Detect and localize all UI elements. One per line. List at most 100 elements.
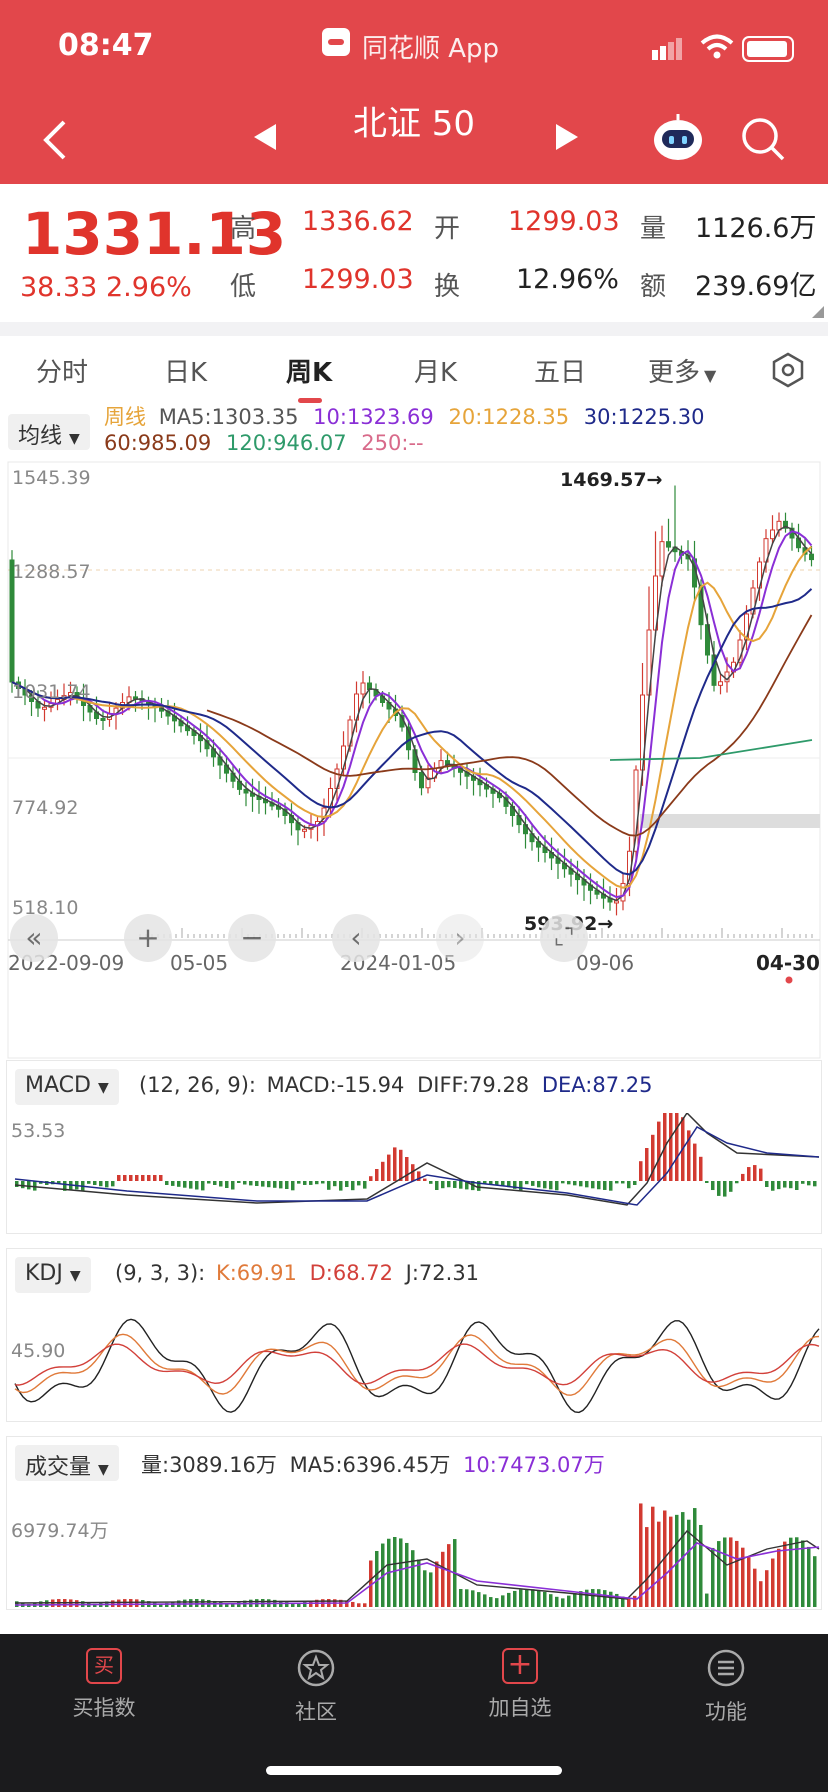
kdj-params: (9, 3, 3):	[115, 1261, 206, 1285]
fullscreen-button[interactable]: ⌞⌝	[540, 914, 588, 962]
scroll-right-button[interactable]: ›	[436, 914, 484, 962]
tab-daily-k[interactable]: 日K	[164, 358, 208, 388]
community-button[interactable]: 社区	[236, 1634, 396, 1726]
macd-selector[interactable]: MACD ▼	[15, 1069, 119, 1105]
macd-bar	[135, 1175, 139, 1181]
macd-bar	[393, 1147, 397, 1181]
tab-intraday[interactable]: 分时	[36, 358, 89, 388]
search-icon[interactable]	[740, 116, 786, 162]
functions-button[interactable]: 功能	[646, 1634, 806, 1726]
volume-label: 量	[640, 214, 667, 244]
volume-selector[interactable]: 成交量 ▼	[15, 1445, 119, 1481]
zoom-out-button[interactable]: −	[228, 914, 276, 962]
macd-bar	[429, 1181, 433, 1184]
ma10-value: 10:1323.69	[313, 405, 434, 429]
volume-bar	[369, 1560, 373, 1607]
volume-bar	[411, 1550, 415, 1607]
macd-bar	[21, 1181, 25, 1189]
add-watchlist-label: 加自选	[488, 1696, 552, 1720]
candle-body	[100, 718, 106, 721]
date-tick-1: 05-05	[170, 951, 228, 975]
expand-corner-icon[interactable]	[812, 306, 824, 318]
volume-bar	[627, 1598, 631, 1607]
volume-bar	[525, 1589, 529, 1607]
tab-monthly-k[interactable]: 月K	[414, 358, 458, 388]
community-label: 社区	[295, 1700, 337, 1724]
quote-panel: 1331.13 38.33 2.96% 高 1336.62 开 1299.03 …	[0, 184, 828, 322]
ma-selector[interactable]: 均线 ▼	[8, 414, 90, 450]
volume-bar	[615, 1593, 619, 1607]
functions-label: 功能	[705, 1700, 747, 1724]
prev-stock-icon[interactable]	[252, 122, 278, 152]
macd-bar	[573, 1181, 577, 1186]
macd-bar	[813, 1181, 817, 1187]
macd-bar	[447, 1181, 451, 1188]
volume-bar	[351, 1601, 355, 1607]
macd-bar	[417, 1171, 421, 1181]
kline-chart[interactable]: 1545.39 1288.57 1031.74 774.92 518.10 14…	[0, 460, 828, 1060]
volume-bar	[609, 1591, 613, 1607]
macd-bar	[789, 1181, 793, 1189]
macd-bar	[591, 1181, 595, 1189]
buy-index-button[interactable]: 买 买指数	[24, 1634, 184, 1722]
macd-bar	[507, 1181, 511, 1188]
volume-bar	[807, 1546, 811, 1607]
candle-body	[614, 900, 619, 904]
macd-bar	[273, 1181, 277, 1188]
open-label: 开	[434, 214, 461, 244]
candle-body	[783, 520, 788, 529]
volume-bar	[633, 1595, 637, 1607]
status-time: 08:47	[58, 28, 154, 63]
volume-bar	[519, 1589, 523, 1607]
settings-hexagon-icon[interactable]	[770, 352, 806, 388]
volume-bar	[159, 1603, 163, 1607]
ma60-line	[206, 614, 813, 837]
scroll-left-button[interactable]: ‹	[332, 914, 380, 962]
macd-bar	[351, 1181, 355, 1191]
volume-bar	[285, 1602, 289, 1607]
volume-bar	[225, 1603, 229, 1607]
zoom-in-button[interactable]: +	[124, 914, 172, 962]
volume-bar	[291, 1603, 295, 1607]
home-indicator	[266, 1766, 562, 1775]
volume-ma10-line	[14, 1542, 820, 1606]
volume-bar	[561, 1598, 565, 1607]
candle-body	[659, 541, 665, 577]
macd-bar	[33, 1181, 37, 1191]
volume-ma5-line	[14, 1530, 820, 1604]
next-stock-icon[interactable]	[554, 122, 580, 152]
macd-bar	[219, 1181, 223, 1187]
tab-weekly-k[interactable]: 周K	[286, 358, 333, 388]
macd-bar	[153, 1175, 157, 1181]
volume-bar	[393, 1537, 397, 1607]
macd-bar	[801, 1181, 805, 1184]
macd-bar	[261, 1181, 265, 1187]
volume-bar	[75, 1600, 79, 1607]
tab-five-day[interactable]: 五日	[534, 358, 587, 388]
volume-bar	[795, 1537, 799, 1607]
kdj-selector[interactable]: KDJ ▼	[15, 1257, 91, 1293]
add-watchlist-button[interactable]: + 加自选	[440, 1634, 600, 1722]
macd-bar	[561, 1181, 565, 1184]
tab-more[interactable]: 更多 ▼	[648, 352, 716, 389]
rewind-button[interactable]: «	[10, 914, 58, 962]
macd-bar	[189, 1181, 193, 1189]
volume-bar	[567, 1595, 571, 1607]
kdj-k-line	[14, 1333, 820, 1396]
back-icon[interactable]	[40, 118, 70, 162]
kdj-d-line	[14, 1343, 820, 1386]
macd-bar	[735, 1181, 739, 1184]
volume-bar	[711, 1547, 715, 1607]
chevron-down-icon: ▼	[69, 431, 80, 447]
robot-assistant-icon[interactable]	[652, 112, 704, 162]
macd-bar	[363, 1181, 367, 1189]
candle-body	[425, 777, 431, 789]
volume-bar	[669, 1516, 673, 1607]
macd-bar	[795, 1181, 799, 1190]
macd-bar	[615, 1181, 619, 1184]
volume-bar	[165, 1602, 169, 1607]
candle-body	[419, 772, 424, 789]
kline-chart-area: 均线 ▼ 周线 MA5:1303.35 10:1323.69 20:1228.3…	[0, 404, 828, 1060]
macd-bar	[147, 1175, 151, 1181]
macd-bar	[699, 1156, 703, 1181]
